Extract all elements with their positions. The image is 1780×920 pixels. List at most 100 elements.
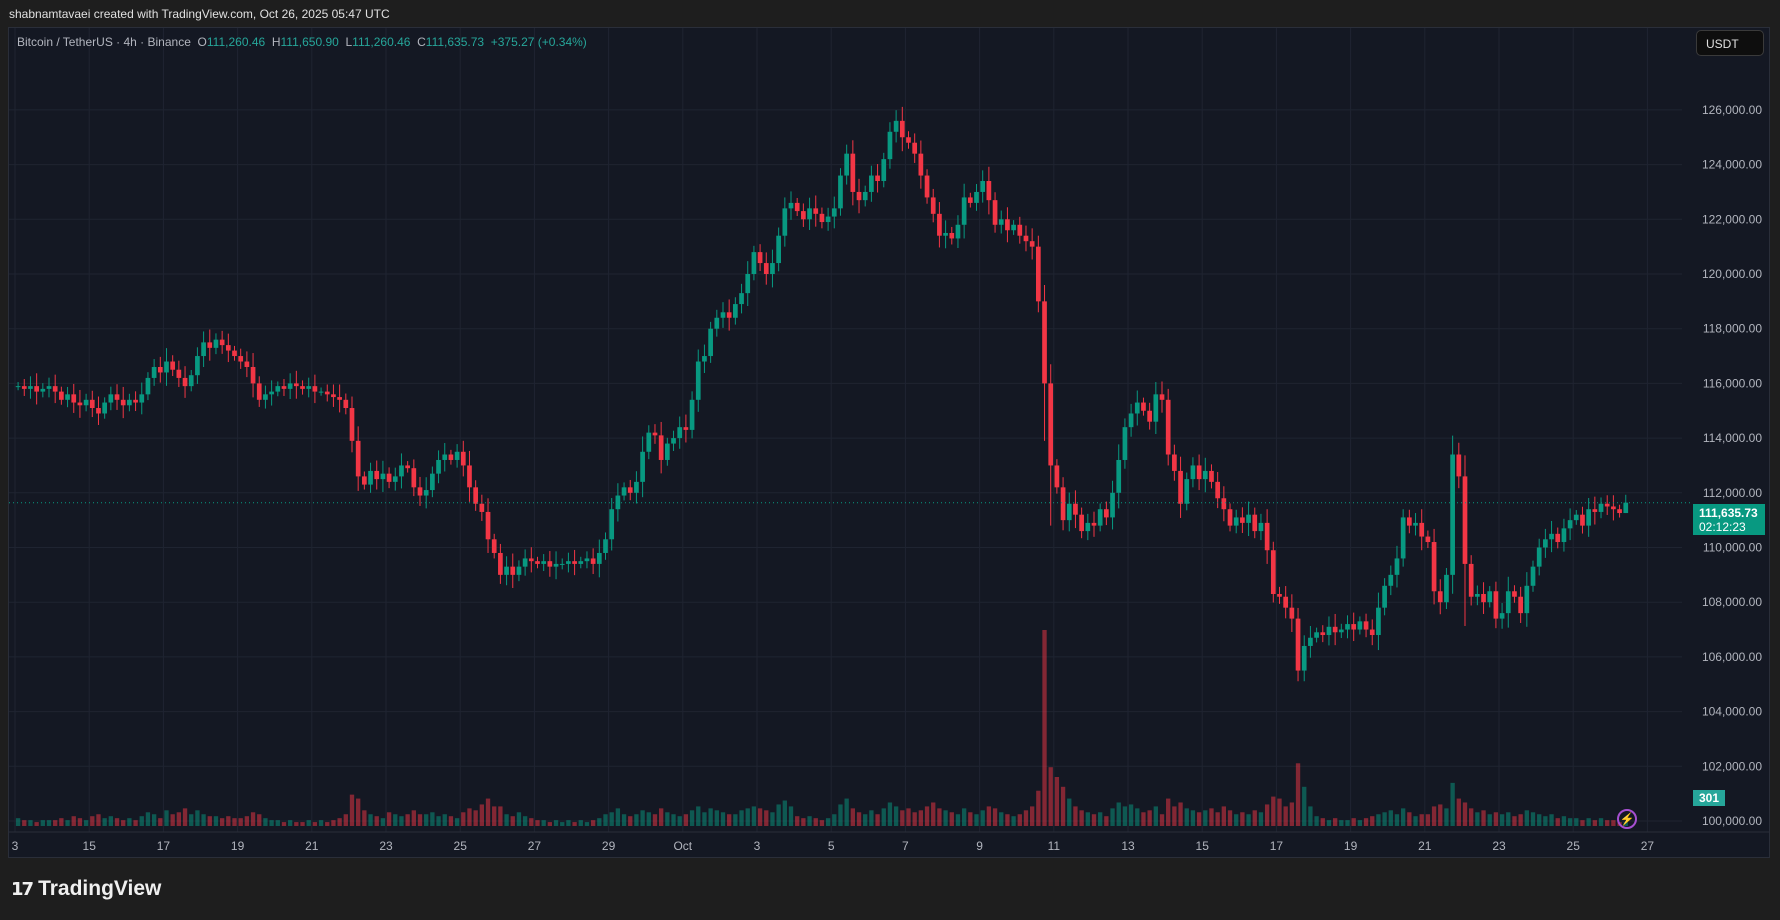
candle-body (380, 473, 386, 480)
volume-bar (1258, 812, 1264, 826)
volume-bar (1196, 812, 1202, 826)
candle-body (1110, 492, 1115, 518)
volume-bar (83, 820, 89, 826)
low-label: L (345, 35, 353, 49)
volume-bar (28, 820, 33, 826)
volume-bar (1011, 816, 1016, 826)
volume-bar (312, 822, 318, 826)
volume-bar (257, 814, 262, 826)
volume-bar (937, 808, 942, 826)
candle-body (1530, 566, 1536, 586)
volume-bar (1098, 812, 1103, 826)
candle-body (1320, 632, 1326, 636)
candle-body (1388, 574, 1394, 586)
candle-body (1580, 514, 1585, 526)
candle-body (1332, 626, 1338, 633)
candle-body (1437, 591, 1443, 603)
volume-bar (306, 820, 311, 826)
candle-body (510, 566, 516, 575)
lightning-icon[interactable]: ⚡ (1617, 809, 1637, 829)
volume-bar (1271, 796, 1276, 826)
volume-bar (417, 814, 423, 826)
candle-body (992, 200, 998, 225)
volume-bar (578, 820, 583, 826)
candle-body (547, 561, 553, 567)
volume-bar (386, 812, 392, 826)
volume-bar (1184, 808, 1189, 826)
volume-bar (757, 808, 763, 826)
candle-body (133, 399, 138, 403)
volume-bar (349, 794, 355, 826)
candle-body (1054, 465, 1060, 488)
volume-bar (1036, 790, 1041, 826)
volume-bar (1370, 816, 1375, 826)
candle-body (801, 211, 806, 220)
candle-body (1011, 224, 1016, 231)
candle-body (646, 432, 652, 452)
volume-bar (343, 814, 348, 826)
candle-body (1091, 522, 1097, 526)
volume-bar (40, 820, 45, 826)
candle-body (1499, 613, 1505, 619)
candle-body (195, 356, 200, 376)
candle-body (1209, 470, 1214, 482)
volume-bar (541, 820, 546, 826)
volume-bar (615, 808, 621, 826)
volume-bar (776, 804, 781, 826)
volume-bar (492, 806, 497, 826)
candle-body (553, 563, 559, 567)
date-tick-label: 27 (1641, 839, 1655, 853)
date-tick-label: 9 (976, 839, 983, 853)
candle-body (572, 561, 577, 564)
candle-body (151, 366, 157, 378)
candle-body (343, 399, 349, 409)
date-tick-label: 19 (1344, 839, 1358, 853)
volume-bar (1394, 814, 1400, 826)
candle-body (541, 561, 547, 564)
candle-body (528, 558, 534, 562)
candle-body (924, 175, 930, 198)
candle-body (417, 487, 423, 496)
volume-bar (207, 816, 212, 826)
candle-body (1338, 629, 1344, 633)
candle-body (312, 386, 318, 392)
currency-button[interactable]: USDT (1696, 30, 1764, 56)
volume-bar (1462, 802, 1468, 826)
volume-bar (399, 816, 404, 826)
candle-body (1264, 522, 1270, 551)
candle-body (819, 213, 825, 223)
volume-bar (1481, 810, 1486, 826)
volume-bar (1444, 808, 1449, 826)
price-tick-label: 118,000.00 (1703, 322, 1762, 336)
candle-body (460, 451, 466, 466)
candle-body (1431, 542, 1437, 592)
volume-bar (1512, 816, 1517, 826)
volume-bar (961, 808, 967, 826)
volume-bar (1209, 808, 1214, 826)
volume-bar (300, 822, 305, 826)
candle-body (640, 451, 645, 482)
volume-bar (1246, 814, 1251, 826)
candle-body (89, 399, 95, 409)
open-label: O (197, 35, 207, 49)
candle-body (263, 394, 268, 400)
date-tick-label: 23 (1492, 839, 1506, 853)
symbol-name[interactable]: Bitcoin / TetherUS · 4h · Binance (17, 35, 191, 49)
candle-body (733, 304, 738, 318)
chart-panel[interactable] (8, 27, 1770, 858)
candle-body (726, 312, 732, 318)
candle-body (1035, 246, 1041, 302)
candle-body (405, 465, 410, 469)
volume-bar (287, 820, 293, 826)
candle-body (1301, 645, 1307, 671)
volume-bar (992, 808, 998, 826)
candle-body (1413, 522, 1418, 526)
candle-body (702, 356, 707, 362)
date-tick-label: 19 (231, 839, 245, 853)
candle-body (1233, 517, 1239, 526)
low-value: 111,260.46 (352, 35, 411, 49)
volume-bar (1116, 802, 1121, 826)
candle-body (1351, 624, 1357, 630)
tradingview-logo[interactable]: 𝟭𝟳 TradingView (11, 877, 161, 901)
